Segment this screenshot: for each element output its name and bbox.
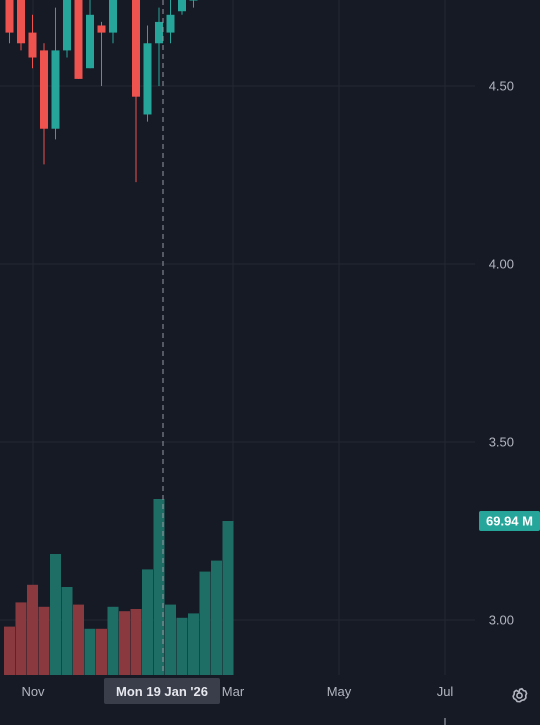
price-tick-label: 3.00 (489, 613, 514, 628)
candle-up (86, 14, 94, 69)
volume-bar (188, 613, 199, 675)
time-tick-label: Jul (437, 684, 454, 699)
candle-down (132, 0, 140, 97)
candle-up (63, 0, 71, 51)
volume-bar (15, 602, 27, 675)
volume-bar (107, 606, 119, 675)
time-axis[interactable]: Nov Mar May Jul (21, 684, 453, 725)
price-tick-label: 3.50 (489, 435, 514, 450)
candle-up (109, 0, 117, 33)
candle-up (166, 14, 175, 33)
candle-down (97, 25, 106, 33)
grid (0, 0, 475, 675)
volume-bar (176, 617, 188, 675)
crosshair-date-label: Mon 19 Jan '26 (116, 684, 208, 699)
volume-bar (130, 609, 142, 675)
volume-bar (38, 606, 50, 675)
volume-bar (165, 604, 176, 675)
volume-bar (153, 499, 165, 675)
candle-down (74, 0, 83, 79)
volume-label: 69.94 M (486, 514, 533, 529)
volume-bar (211, 560, 222, 675)
candle-up (189, 0, 198, 1)
volume-bar (61, 587, 73, 675)
volume-bar (119, 611, 130, 675)
crosshair-date-tag (104, 678, 220, 704)
volume-bar (84, 628, 96, 675)
volume-tag (479, 511, 540, 531)
time-tick-label: May (327, 684, 352, 699)
candle-down (28, 32, 37, 58)
volume-bar (142, 569, 153, 675)
price-tick-label: 4.00 (489, 257, 514, 272)
candle-up (178, 0, 186, 12)
volume-bar (4, 626, 15, 675)
volume-bar (199, 571, 211, 675)
candles (5, 0, 198, 183)
candle-up (51, 50, 60, 129)
volume-bar (96, 628, 107, 675)
volume-bar (222, 521, 234, 675)
volume-bar (27, 584, 38, 675)
candle-up (155, 21, 163, 44)
settings-gear-icon[interactable] (512, 687, 528, 703)
time-tick-label: Nov (21, 684, 45, 699)
candle-up (143, 43, 152, 115)
price-axis[interactable]: 6.505.505.004.504.003.503.00 (489, 0, 514, 628)
candle-down (40, 50, 48, 129)
price-tick-label: 4.50 (489, 79, 514, 94)
candle-down (17, 0, 25, 44)
volume-bar (73, 604, 84, 675)
time-tick-label: Mar (222, 684, 245, 699)
volume-bar (50, 554, 61, 675)
volume-bars (4, 499, 234, 675)
candle-down (5, 0, 14, 33)
